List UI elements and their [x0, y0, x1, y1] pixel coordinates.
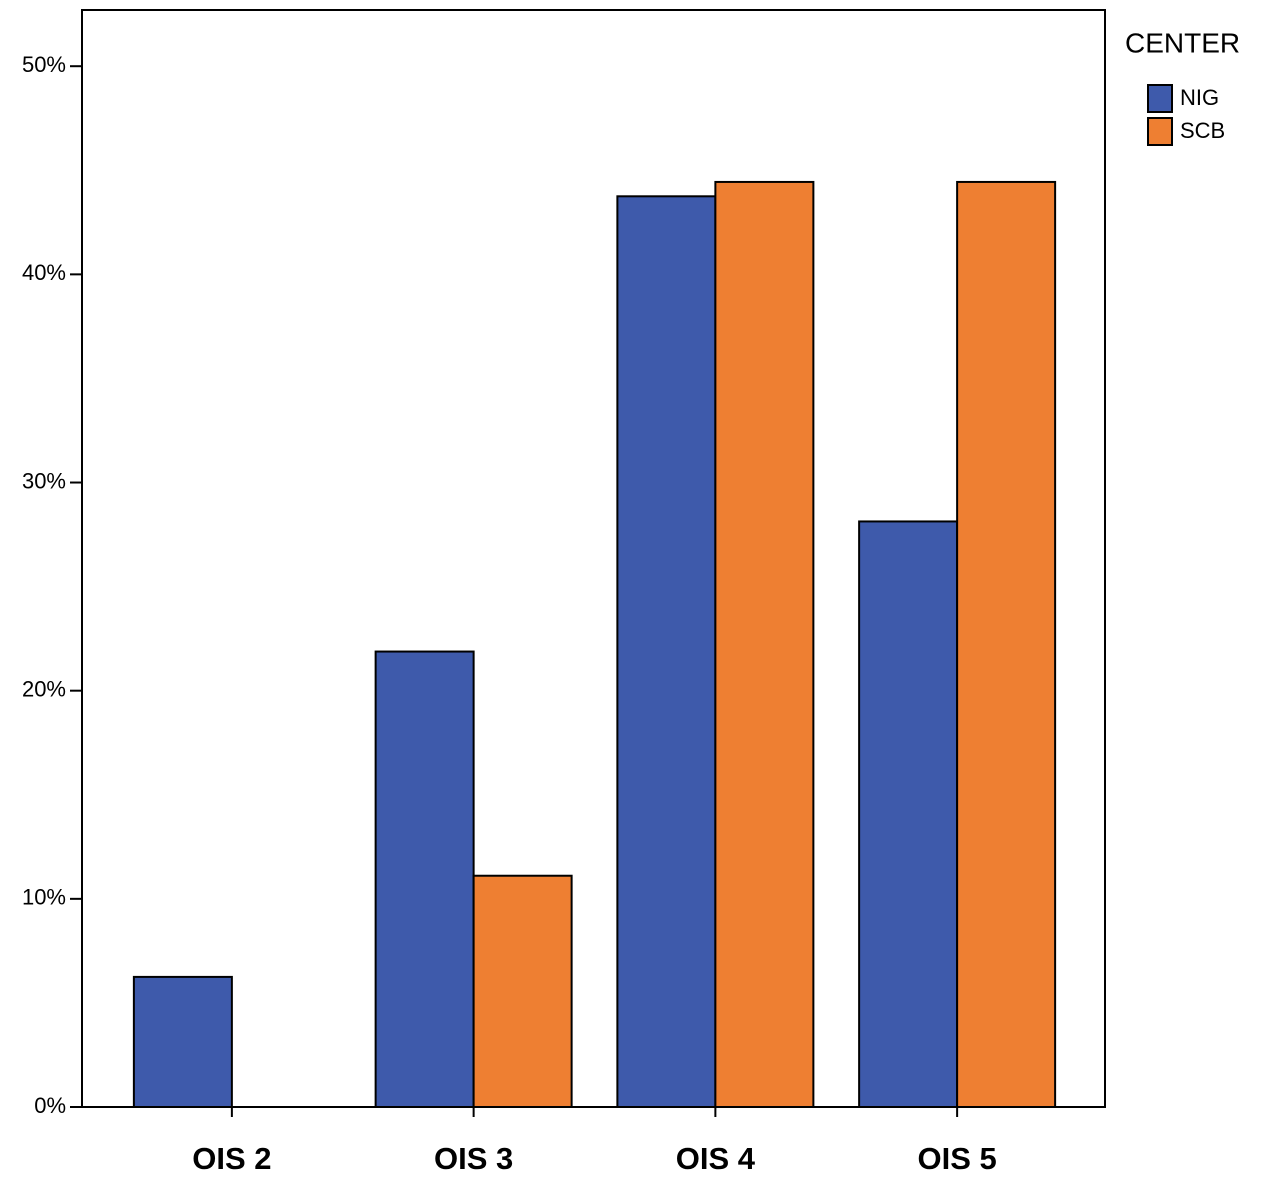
y-tick-label: 0%: [34, 1093, 66, 1118]
y-tick-label: 20%: [22, 676, 66, 701]
y-tick-label: 50%: [22, 52, 66, 77]
bar: [956, 180, 1057, 1109]
bar: [616, 195, 717, 1108]
y-tick-label: 30%: [22, 468, 66, 493]
bar: [714, 180, 815, 1109]
legend-title: CENTER: [1125, 27, 1240, 58]
bar: [858, 520, 959, 1108]
bar: [374, 650, 475, 1108]
legend-label: NIG: [1180, 85, 1219, 110]
legend-swatch: [1147, 84, 1173, 113]
x-tick-label: OIS 3: [434, 1141, 513, 1176]
bar: [472, 874, 573, 1109]
x-tick-label: OIS 2: [192, 1141, 271, 1176]
x-tick-label: OIS 5: [917, 1141, 996, 1176]
legend-label: SCB: [1180, 118, 1225, 143]
y-tick-label: 10%: [22, 885, 66, 910]
x-tick-label: OIS 4: [676, 1141, 756, 1176]
bar: [132, 975, 233, 1109]
legend-swatch: [1147, 117, 1173, 146]
plot-frame: [81, 9, 1106, 1108]
y-tick-label: 40%: [22, 260, 66, 285]
